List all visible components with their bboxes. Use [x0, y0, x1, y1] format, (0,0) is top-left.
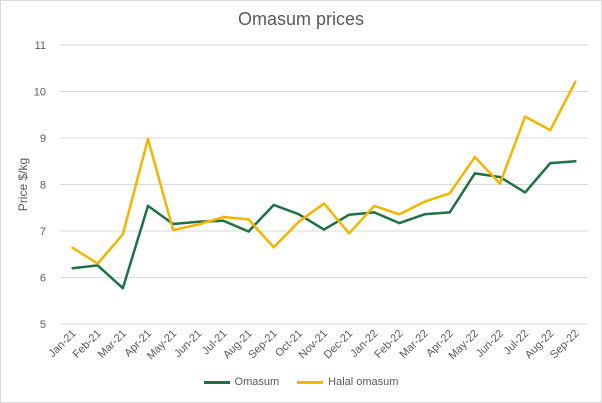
data-point [373, 204, 376, 208]
data-point [222, 219, 225, 222]
legend-label-omasum: Omasum [234, 376, 280, 388]
chart-title: Omasum prices [237, 9, 365, 29]
x-tick-label: Jun-22 [474, 328, 506, 360]
data-point [272, 203, 275, 207]
data-point [121, 233, 125, 236]
x-tick-label: Mar-21 [96, 328, 129, 361]
data-point [423, 200, 426, 203]
data-point [574, 160, 577, 163]
data-point [448, 211, 451, 214]
data-point [347, 232, 351, 235]
data-point [222, 215, 225, 219]
y-tick-label: 7 [40, 226, 46, 238]
legend-item-halal-omasum: Halal omasum [297, 376, 398, 388]
x-tick-label: Dec-21 [322, 328, 356, 362]
y-tick-label: 9 [40, 133, 46, 145]
data-point [96, 262, 99, 265]
series-line-halal-omasum [71, 81, 577, 265]
data-point [247, 230, 250, 233]
legend: Omasum Halal omasum [0, 376, 602, 388]
data-point [523, 115, 527, 118]
data-point [322, 228, 326, 231]
data-point [473, 172, 477, 175]
data-point [549, 161, 552, 165]
y-tick-label: 8 [40, 180, 46, 192]
legend-swatch-omasum [203, 380, 230, 384]
y-axis-title: Price $/kg [16, 158, 30, 211]
y-tick-label: 11 [35, 40, 46, 52]
data-point [498, 182, 502, 185]
data-point [574, 80, 577, 83]
data-point [498, 175, 502, 179]
data-point [297, 220, 301, 223]
data-point [373, 211, 376, 214]
data-point [171, 228, 175, 232]
x-tick-label: Sep-21 [246, 328, 280, 362]
data-point [398, 221, 401, 225]
data-point [146, 137, 150, 141]
data-point [197, 220, 200, 223]
data-point [297, 213, 301, 216]
data-point [272, 246, 275, 249]
data-point [121, 286, 125, 290]
data-point [71, 267, 74, 270]
data-point [448, 192, 451, 195]
data-point [473, 155, 477, 159]
data-point [96, 264, 99, 267]
data-point [523, 191, 527, 194]
x-tick-label: Sep-22 [548, 328, 582, 362]
data-point [71, 246, 74, 249]
data-point [247, 218, 250, 221]
legend-swatch-halal-omasum [297, 380, 324, 384]
data-point [322, 202, 326, 205]
legend-item-omasum: Omasum [203, 376, 280, 388]
x-tick-label: Jun-21 [172, 328, 204, 360]
data-point [423, 213, 426, 216]
data-point [146, 204, 150, 208]
data-point [347, 213, 351, 216]
data-point [197, 223, 200, 226]
y-tick-label: 6 [40, 273, 46, 285]
data-point [549, 128, 552, 132]
legend-label-halal-omasum: Halal omasum [328, 376, 399, 388]
y-tick-label: 10 [34, 87, 46, 99]
x-tick-label: Mar-22 [398, 328, 431, 361]
y-tick-label: 5 [40, 319, 46, 331]
data-point [398, 213, 401, 216]
